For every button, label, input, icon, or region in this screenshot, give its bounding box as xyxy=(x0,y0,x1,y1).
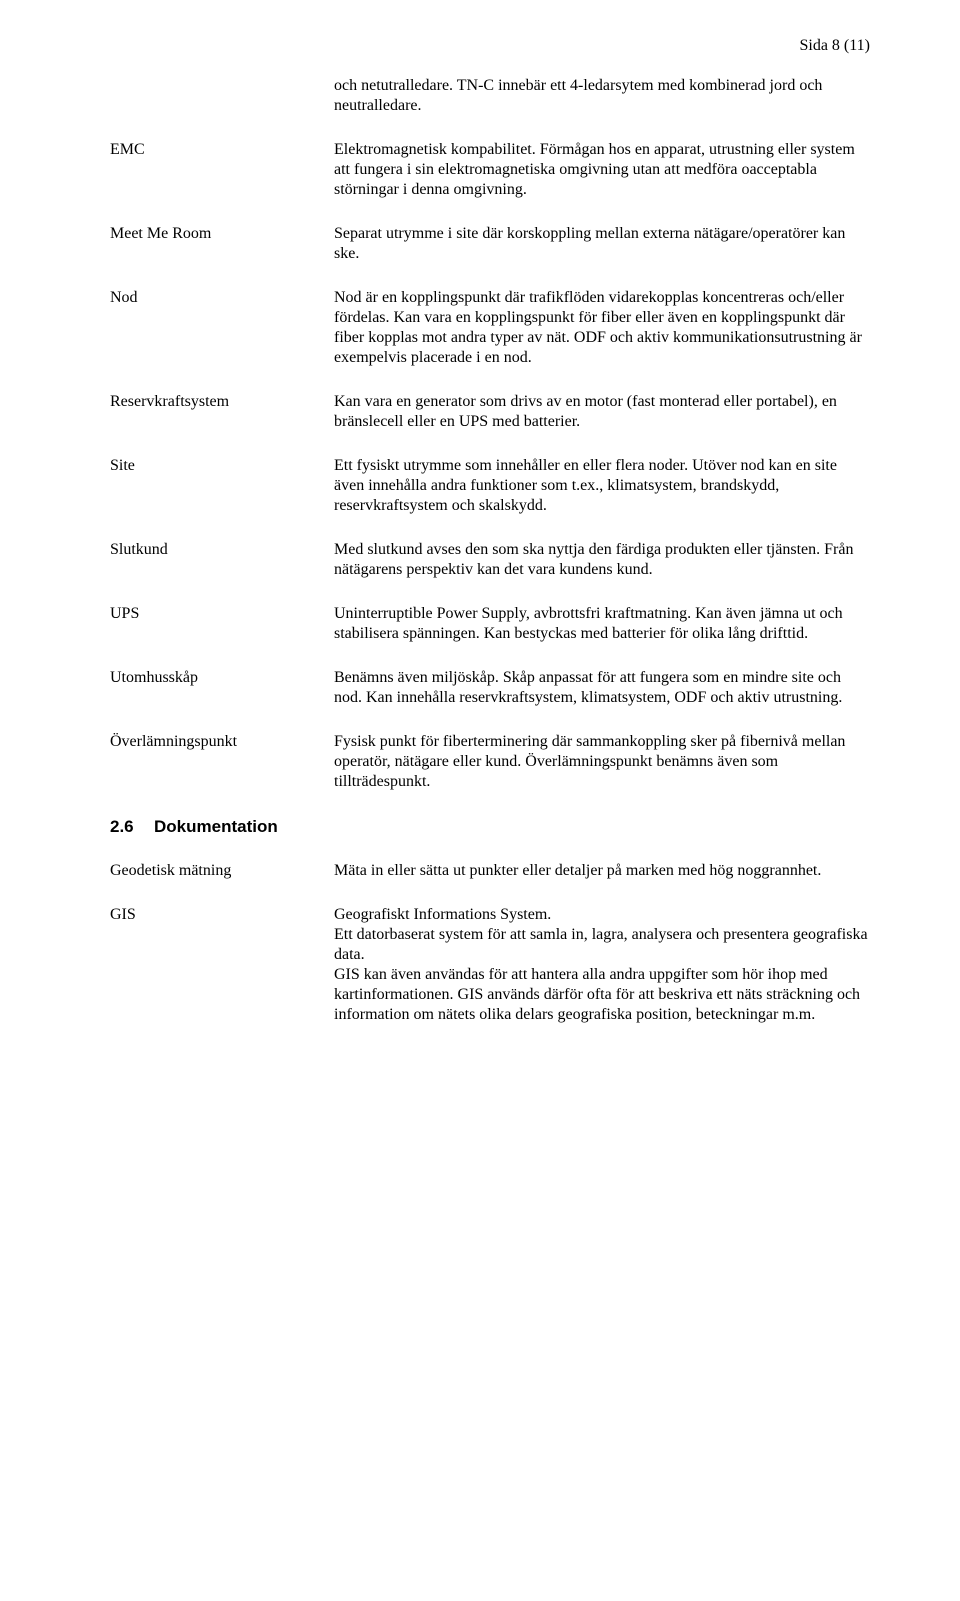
definition-row: Geodetisk mätning Mäta in eller sätta ut… xyxy=(110,861,870,881)
definition-row: Site Ett fysiskt utrymme som innehåller … xyxy=(110,456,870,516)
content: och netutralledare. TN-C innebär ett 4-l… xyxy=(110,76,870,1025)
definition-text: Geografiskt Informations System. Ett dat… xyxy=(334,905,870,1025)
term: EMC xyxy=(110,140,334,160)
definition: Fysisk punkt för fiberterminering där sa… xyxy=(334,732,870,792)
term: GIS xyxy=(110,905,334,925)
page-number: Sida 8 (11) xyxy=(799,36,870,56)
term: Utomhusskåp xyxy=(110,668,334,688)
definition-row: Överlämningspunkt Fysisk punkt för fiber… xyxy=(110,732,870,792)
term: Överlämningspunkt xyxy=(110,732,334,752)
section-heading: 2.6 Dokumentation xyxy=(110,816,870,837)
term: Site xyxy=(110,456,334,476)
page: Sida 8 (11) och netutralledare. TN-C inn… xyxy=(0,0,960,1601)
definition: Benämns även miljöskåp. Skåp anpassat fö… xyxy=(334,668,870,708)
definition: Mäta in eller sätta ut punkter eller det… xyxy=(334,861,870,881)
definition-list-2: Geodetisk mätning Mäta in eller sätta ut… xyxy=(110,861,870,1025)
definition: Uninterruptible Power Supply, avbrottsfr… xyxy=(334,604,870,644)
definition-text: Fysisk punkt för fiberterminering där sa… xyxy=(334,732,870,792)
definition-text: Kan vara en generator som drivs av en mo… xyxy=(334,392,870,432)
definition-text: Ett fysiskt utrymme som innehåller en el… xyxy=(334,456,870,516)
definition-row: GIS Geografiskt Informations System. Ett… xyxy=(110,905,870,1025)
definition: Kan vara en generator som drivs av en mo… xyxy=(334,392,870,432)
term: Slutkund xyxy=(110,540,334,560)
definition: Separat utrymme i site där korskoppling … xyxy=(334,224,870,264)
term: Meet Me Room xyxy=(110,224,334,244)
definition: Nod är en kopplingspunkt där trafikflöde… xyxy=(334,288,870,368)
definition-text: Med slutkund avses den som ska nyttja de… xyxy=(334,540,870,580)
definition-row: Nod Nod är en kopplingspunkt där trafikf… xyxy=(110,288,870,368)
definition: Med slutkund avses den som ska nyttja de… xyxy=(334,540,870,580)
definition-text: Nod är en kopplingspunkt där trafikflöde… xyxy=(334,288,870,368)
intro-paragraph: och netutralledare. TN-C innebär ett 4-l… xyxy=(334,76,870,116)
definition-text: Benämns även miljöskåp. Skåp anpassat fö… xyxy=(334,668,870,708)
term: Nod xyxy=(110,288,334,308)
definition-row: UPS Uninterruptible Power Supply, avbrot… xyxy=(110,604,870,644)
definition-row: Reservkraftsystem Kan vara en generator … xyxy=(110,392,870,432)
definition-text: Separat utrymme i site där korskoppling … xyxy=(334,224,870,264)
definition: Geografiskt Informations System. Ett dat… xyxy=(334,905,870,1025)
section-title: Dokumentation xyxy=(154,816,870,837)
definition: Elektromagnetisk kompabilitet. Förmågan … xyxy=(334,140,870,200)
definition-text: Mäta in eller sätta ut punkter eller det… xyxy=(334,861,870,881)
definition-list: EMC Elektromagnetisk kompabilitet. Förmå… xyxy=(110,140,870,792)
term: Reservkraftsystem xyxy=(110,392,334,412)
definition-row: Meet Me Room Separat utrymme i site där … xyxy=(110,224,870,264)
definition-row: Slutkund Med slutkund avses den som ska … xyxy=(110,540,870,580)
definition: Ett fysiskt utrymme som innehåller en el… xyxy=(334,456,870,516)
definition-row: Utomhusskåp Benämns även miljöskåp. Skåp… xyxy=(110,668,870,708)
definition-text: Uninterruptible Power Supply, avbrottsfr… xyxy=(334,604,870,644)
term: Geodetisk mätning xyxy=(110,861,334,881)
definition-row: EMC Elektromagnetisk kompabilitet. Förmå… xyxy=(110,140,870,200)
section-number: 2.6 xyxy=(110,816,154,837)
definition-text: Elektromagnetisk kompabilitet. Förmågan … xyxy=(334,140,870,200)
term: UPS xyxy=(110,604,334,624)
